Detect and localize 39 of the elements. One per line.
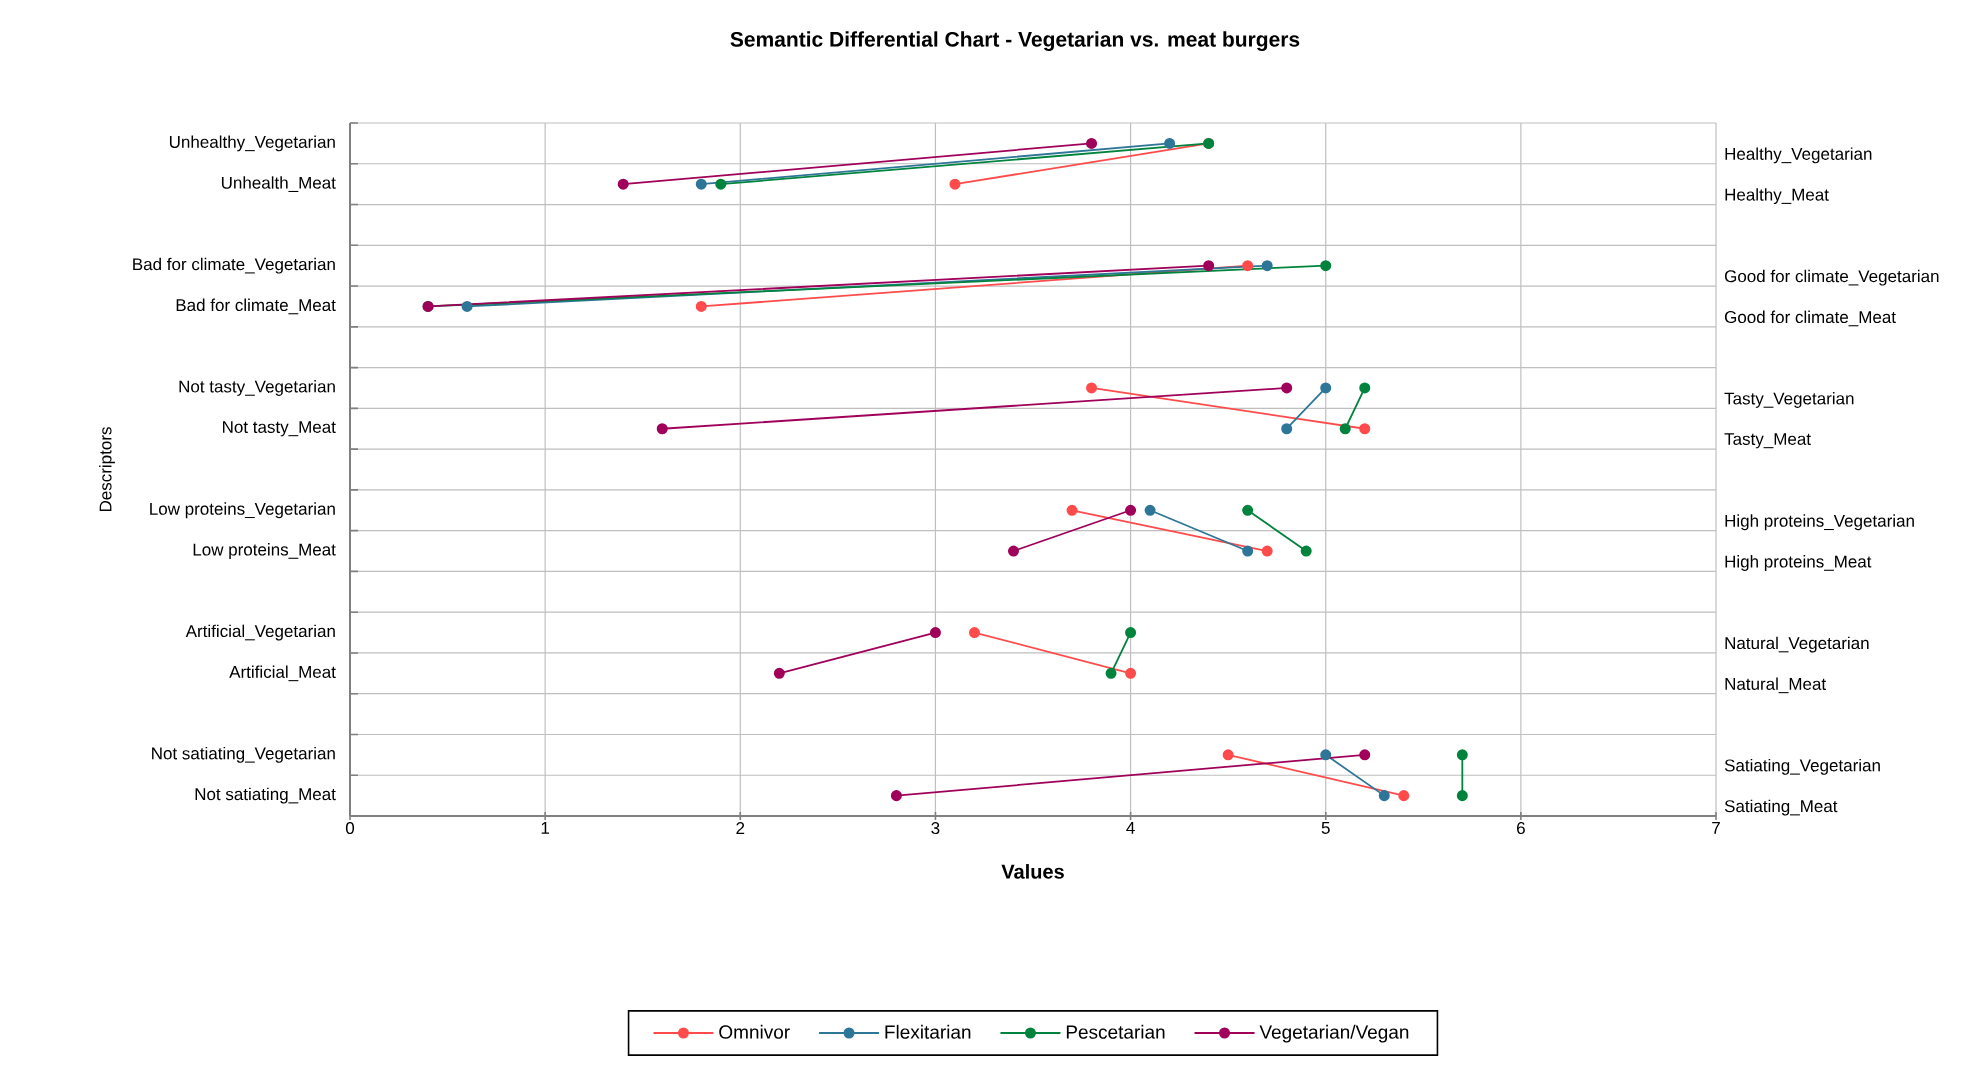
y-tick-label: Not tasty_Vegetarian: [179, 380, 335, 396]
x-tick-label: 1: [541, 822, 550, 834]
y-tick-label: Unhealthy_Vegetarian: [169, 135, 335, 152]
y2-tick-label: Tasty_Vegetarian: [1724, 392, 1854, 408]
x-tick-label: 6: [1517, 822, 1525, 835]
x-tick-label: 4: [1126, 822, 1135, 834]
legend-label: Pescetarian: [1066, 1024, 1165, 1039]
chart-title: Semantic Differential Chart - Vegetarian vs. meat burgers: [730, 31, 1300, 51]
legend-label: Omnivor: [719, 1024, 790, 1039]
y2-tick-label: High proteins_Vegetarian: [1725, 514, 1914, 531]
y2-tick-label: Tasty_Meat: [1724, 433, 1811, 449]
y2-tick-label: Good for climate_Vegetarian: [1724, 269, 1939, 286]
y2-tick-label: Natural_Vegetarian: [1725, 636, 1869, 653]
y2-tick-label: High proteins_Meat: [1725, 555, 1872, 571]
x-tick-label: 7: [1712, 822, 1720, 834]
y-tick-label: Bad for climate_Vegetarian: [133, 257, 335, 274]
y2-tick-label: Satiating_Vegetarian: [1724, 758, 1880, 775]
x-axis-title: Values: [1001, 864, 1064, 879]
x-tick-label: 3: [931, 822, 940, 835]
y-tick-label: Not tasty_Meat: [223, 421, 336, 437]
y-tick-label: Low proteins_Meat: [193, 543, 336, 559]
x-tick-label: 0: [345, 822, 355, 835]
y2-tick-label: Healthy_Vegetarian: [1725, 147, 1872, 164]
y2-tick-label: Natural_Meat: [1725, 677, 1826, 694]
y-tick-label: Not satiating_Meat: [195, 787, 336, 804]
y-tick-label: Artificial_Vegetarian: [185, 624, 335, 641]
y-axis-title: Descriptors: [99, 427, 115, 512]
y-tick-label: Not satiating_Vegetarian: [152, 746, 335, 763]
y-tick-label: Low proteins_Vegetarian: [150, 502, 335, 519]
y-tick-label: Bad for climate_Meat: [176, 298, 336, 315]
y2-tick-label: Good for climate_Meat: [1724, 310, 1896, 327]
y2-tick-label: Satiating_Meat: [1724, 799, 1838, 816]
y2-tick-label: Healthy_Meat: [1725, 188, 1829, 205]
legend-label: Vegetarian/Vegan: [1259, 1024, 1409, 1043]
y-tick-label: Artificial_Meat: [229, 665, 336, 682]
legend-label: Flexitarian: [885, 1024, 971, 1039]
y-tick-label: Unhealth_Meat: [221, 176, 336, 192]
x-tick-label: 2: [736, 822, 745, 834]
x-tick-label: 5: [1321, 822, 1330, 834]
